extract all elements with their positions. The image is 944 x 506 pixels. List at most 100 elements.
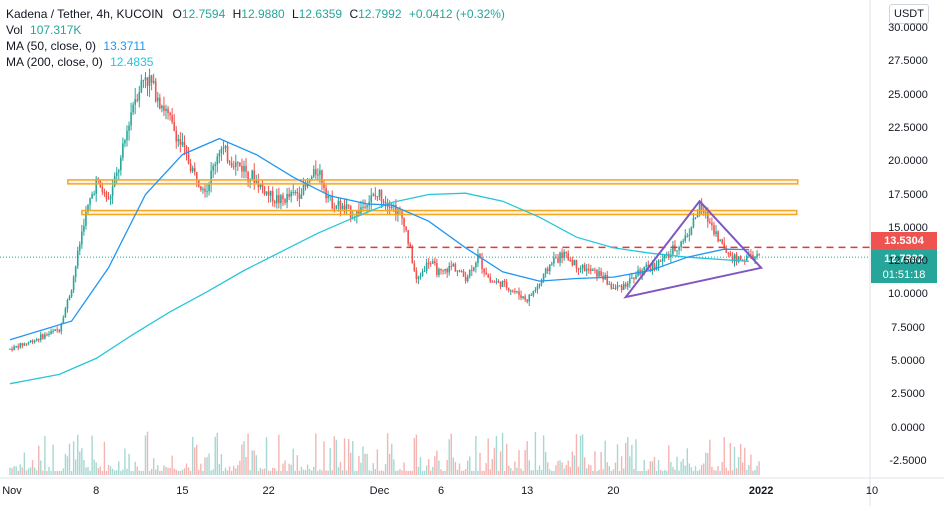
candle-body	[64, 308, 67, 318]
candle-body	[232, 166, 235, 168]
candle-body	[622, 283, 625, 291]
volume-bar	[466, 460, 469, 475]
volume-bar	[686, 448, 688, 475]
volume-bar	[501, 432, 504, 475]
volume-bar	[11, 468, 13, 475]
candle-body	[598, 271, 600, 277]
volume-bar	[48, 466, 50, 475]
volume-bar	[750, 454, 752, 475]
volume-bar	[512, 470, 514, 475]
candle-body	[21, 343, 24, 346]
candle-body	[429, 263, 432, 265]
volume-bar	[399, 469, 401, 475]
volume-bar	[696, 470, 699, 475]
candle-body	[93, 193, 95, 195]
candle-body	[48, 333, 50, 335]
candle-body	[11, 348, 13, 351]
candle-body	[152, 80, 155, 83]
candle-body	[50, 331, 52, 334]
volume-bar	[711, 466, 713, 475]
legend-symbol-row: Kadena / Tether, 4h, KUCOIN O12.7594 H12…	[6, 6, 505, 22]
candle-body	[276, 195, 278, 204]
close-value: 12.7992	[358, 7, 402, 21]
candle-body	[477, 254, 479, 263]
candle-body	[388, 207, 391, 209]
volume-bar	[91, 435, 93, 475]
candle-body	[27, 342, 30, 344]
candle-body	[319, 170, 321, 175]
candle-body	[577, 268, 580, 270]
candle-body	[569, 260, 572, 262]
volume-bar	[415, 434, 418, 475]
volume-bar	[60, 470, 63, 475]
volume-bar	[442, 470, 444, 475]
candle-body	[280, 195, 282, 204]
candle-body	[81, 231, 83, 245]
volume-bar	[280, 470, 282, 475]
volume-bar	[239, 460, 241, 475]
candle-body	[44, 334, 46, 339]
currency-button[interactable]: USDT	[889, 4, 929, 24]
candle-body	[403, 218, 405, 227]
candle-body	[269, 191, 272, 196]
volume-bar	[666, 470, 668, 475]
volume-bar	[113, 470, 116, 475]
candle-body	[534, 289, 537, 292]
candle-body	[39, 334, 42, 341]
candle-body	[364, 206, 366, 208]
candle-body	[146, 77, 149, 86]
time-tick-label: 10	[865, 485, 879, 497]
volume-bar	[290, 464, 292, 475]
volume-bar	[641, 470, 643, 475]
candle-body	[684, 235, 687, 241]
volume-bar	[473, 470, 475, 475]
volume-bar	[450, 433, 452, 475]
volume-bar	[161, 470, 163, 475]
volume-bar	[610, 470, 613, 475]
volume-bar	[54, 470, 56, 475]
candle-body	[440, 268, 442, 271]
candle-body	[296, 191, 299, 194]
volume-bar	[659, 469, 662, 475]
volume-bar	[598, 469, 600, 475]
candle-body	[193, 167, 196, 173]
candle-body	[563, 251, 565, 259]
candle-body	[626, 283, 629, 287]
volume-bar	[274, 468, 276, 475]
volume-bar	[713, 470, 715, 475]
volume-bar	[526, 441, 528, 475]
volume-bar	[46, 470, 48, 475]
candle-body	[228, 161, 231, 163]
volume-bar	[165, 466, 167, 475]
time-tick-label: 13	[521, 485, 534, 497]
candle-body	[633, 277, 635, 279]
volume-bar	[111, 468, 114, 475]
candle-body	[473, 267, 475, 271]
candle-body	[610, 284, 613, 289]
candle-body	[341, 205, 344, 210]
candle-body	[66, 299, 69, 309]
volume-bar	[752, 470, 754, 475]
candle-body	[698, 202, 701, 215]
volume-bar	[635, 439, 637, 475]
candle-body	[95, 178, 97, 194]
candle-body	[120, 157, 122, 171]
volume-bar	[354, 470, 356, 475]
volume-bar	[19, 464, 21, 475]
volume-bar	[631, 444, 633, 475]
candle-body	[651, 262, 654, 272]
candle-body	[752, 254, 754, 260]
candle-body	[189, 163, 192, 172]
volume-bar	[83, 459, 85, 475]
resistance-zone-upper	[67, 179, 799, 185]
volume-bar	[360, 462, 362, 475]
candle-body	[507, 287, 510, 291]
volume-bar	[629, 456, 631, 475]
candle-body	[185, 146, 188, 153]
candle-body	[551, 263, 553, 265]
volume-bar	[95, 462, 97, 475]
volume-bar	[532, 470, 535, 475]
volume-bar	[690, 467, 693, 475]
candle-body	[144, 77, 147, 80]
